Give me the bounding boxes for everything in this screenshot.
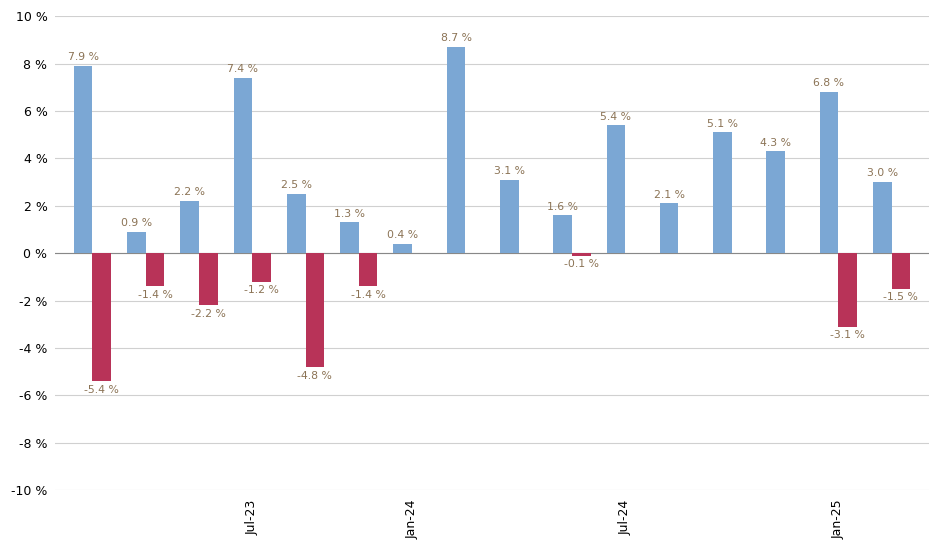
- Text: -5.4 %: -5.4 %: [85, 385, 119, 395]
- Bar: [394, 244, 412, 253]
- Text: -2.2 %: -2.2 %: [191, 309, 226, 319]
- Bar: [340, 222, 359, 253]
- Text: 5.4 %: 5.4 %: [601, 112, 632, 122]
- Text: 8.7 %: 8.7 %: [441, 34, 472, 43]
- Text: 3.0 %: 3.0 %: [867, 168, 898, 179]
- Bar: [500, 180, 519, 253]
- Text: 7.4 %: 7.4 %: [227, 64, 258, 74]
- Bar: [446, 47, 465, 253]
- Text: -1.5 %: -1.5 %: [884, 292, 918, 302]
- Text: 2.2 %: 2.2 %: [174, 188, 205, 197]
- Bar: [92, 253, 111, 381]
- Text: 1.3 %: 1.3 %: [334, 209, 365, 219]
- Bar: [572, 253, 590, 256]
- Text: 4.3 %: 4.3 %: [760, 138, 791, 148]
- Bar: [180, 201, 199, 253]
- Text: -0.1 %: -0.1 %: [564, 259, 599, 269]
- Bar: [838, 253, 857, 327]
- Bar: [127, 232, 146, 253]
- Text: 2.1 %: 2.1 %: [653, 190, 684, 200]
- Bar: [713, 132, 731, 253]
- Bar: [892, 253, 910, 289]
- Text: 5.1 %: 5.1 %: [707, 119, 738, 129]
- Bar: [766, 151, 785, 253]
- Bar: [234, 78, 252, 253]
- Text: -4.8 %: -4.8 %: [297, 371, 333, 381]
- Bar: [873, 182, 892, 253]
- Text: 2.5 %: 2.5 %: [281, 180, 312, 190]
- Text: 7.9 %: 7.9 %: [68, 52, 99, 62]
- Bar: [606, 125, 625, 253]
- Text: 0.9 %: 0.9 %: [121, 218, 152, 228]
- Bar: [820, 92, 838, 253]
- Bar: [554, 215, 572, 253]
- Bar: [359, 253, 378, 287]
- Bar: [660, 204, 679, 253]
- Bar: [306, 253, 324, 367]
- Text: -1.2 %: -1.2 %: [244, 285, 279, 295]
- Bar: [146, 253, 164, 287]
- Bar: [199, 253, 218, 305]
- Text: -3.1 %: -3.1 %: [830, 330, 865, 340]
- Text: 0.4 %: 0.4 %: [387, 230, 418, 240]
- Text: -1.4 %: -1.4 %: [351, 290, 385, 300]
- Text: -1.4 %: -1.4 %: [137, 290, 172, 300]
- Text: 3.1 %: 3.1 %: [494, 166, 525, 176]
- Bar: [73, 66, 92, 253]
- Text: 1.6 %: 1.6 %: [547, 202, 578, 212]
- Bar: [287, 194, 306, 253]
- Text: 6.8 %: 6.8 %: [813, 79, 844, 89]
- Bar: [252, 253, 271, 282]
